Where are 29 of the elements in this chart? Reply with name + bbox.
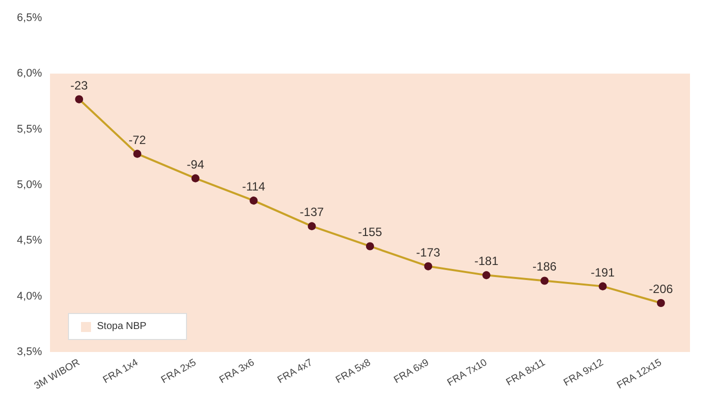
annotation: -186 [532, 260, 557, 274]
annotation: -191 [590, 265, 616, 280]
band-label: Stopa NBP [97, 321, 146, 332]
x-tick-label: FRA 9x12 [562, 357, 606, 389]
annotation: -72 [128, 132, 146, 147]
x-tick-label: FRA 1x4 [101, 357, 140, 386]
legend-box: Stopa NBP [68, 313, 188, 340]
x-tick-label: FRA 3x6 [218, 357, 257, 386]
y-tick-label: 6,0% [16, 68, 42, 80]
y-tick-label: 4,0% [16, 290, 42, 302]
annotation: -173 [416, 245, 441, 260]
y-tick-label: 3,5% [16, 346, 42, 358]
annotation: -206 [648, 282, 674, 296]
annotation: -23 [70, 78, 88, 92]
annotation: -155 [358, 225, 382, 240]
x-tick-label: FRA 2x5 [160, 357, 199, 386]
annotation: -181 [474, 254, 499, 268]
x-tick-label: FRA 5x8 [334, 357, 374, 386]
annotation: -94 [186, 157, 204, 172]
x-tick-label: FRA 6x9 [392, 357, 432, 386]
y-tick-label: 6,5% [16, 12, 42, 24]
annotation: -114 [242, 180, 266, 194]
y-tick-label: 5,0% [16, 179, 42, 191]
x-tick-label: FRA 8x11 [504, 357, 548, 388]
y-tick-label: 5,5% [16, 123, 42, 136]
annotation: -137 [300, 205, 324, 220]
x-tick-label: FRA 7x10 [446, 357, 490, 389]
x-tick-label: FRA 4x7 [276, 357, 315, 386]
y-tick-label: 4,5% [16, 234, 42, 247]
